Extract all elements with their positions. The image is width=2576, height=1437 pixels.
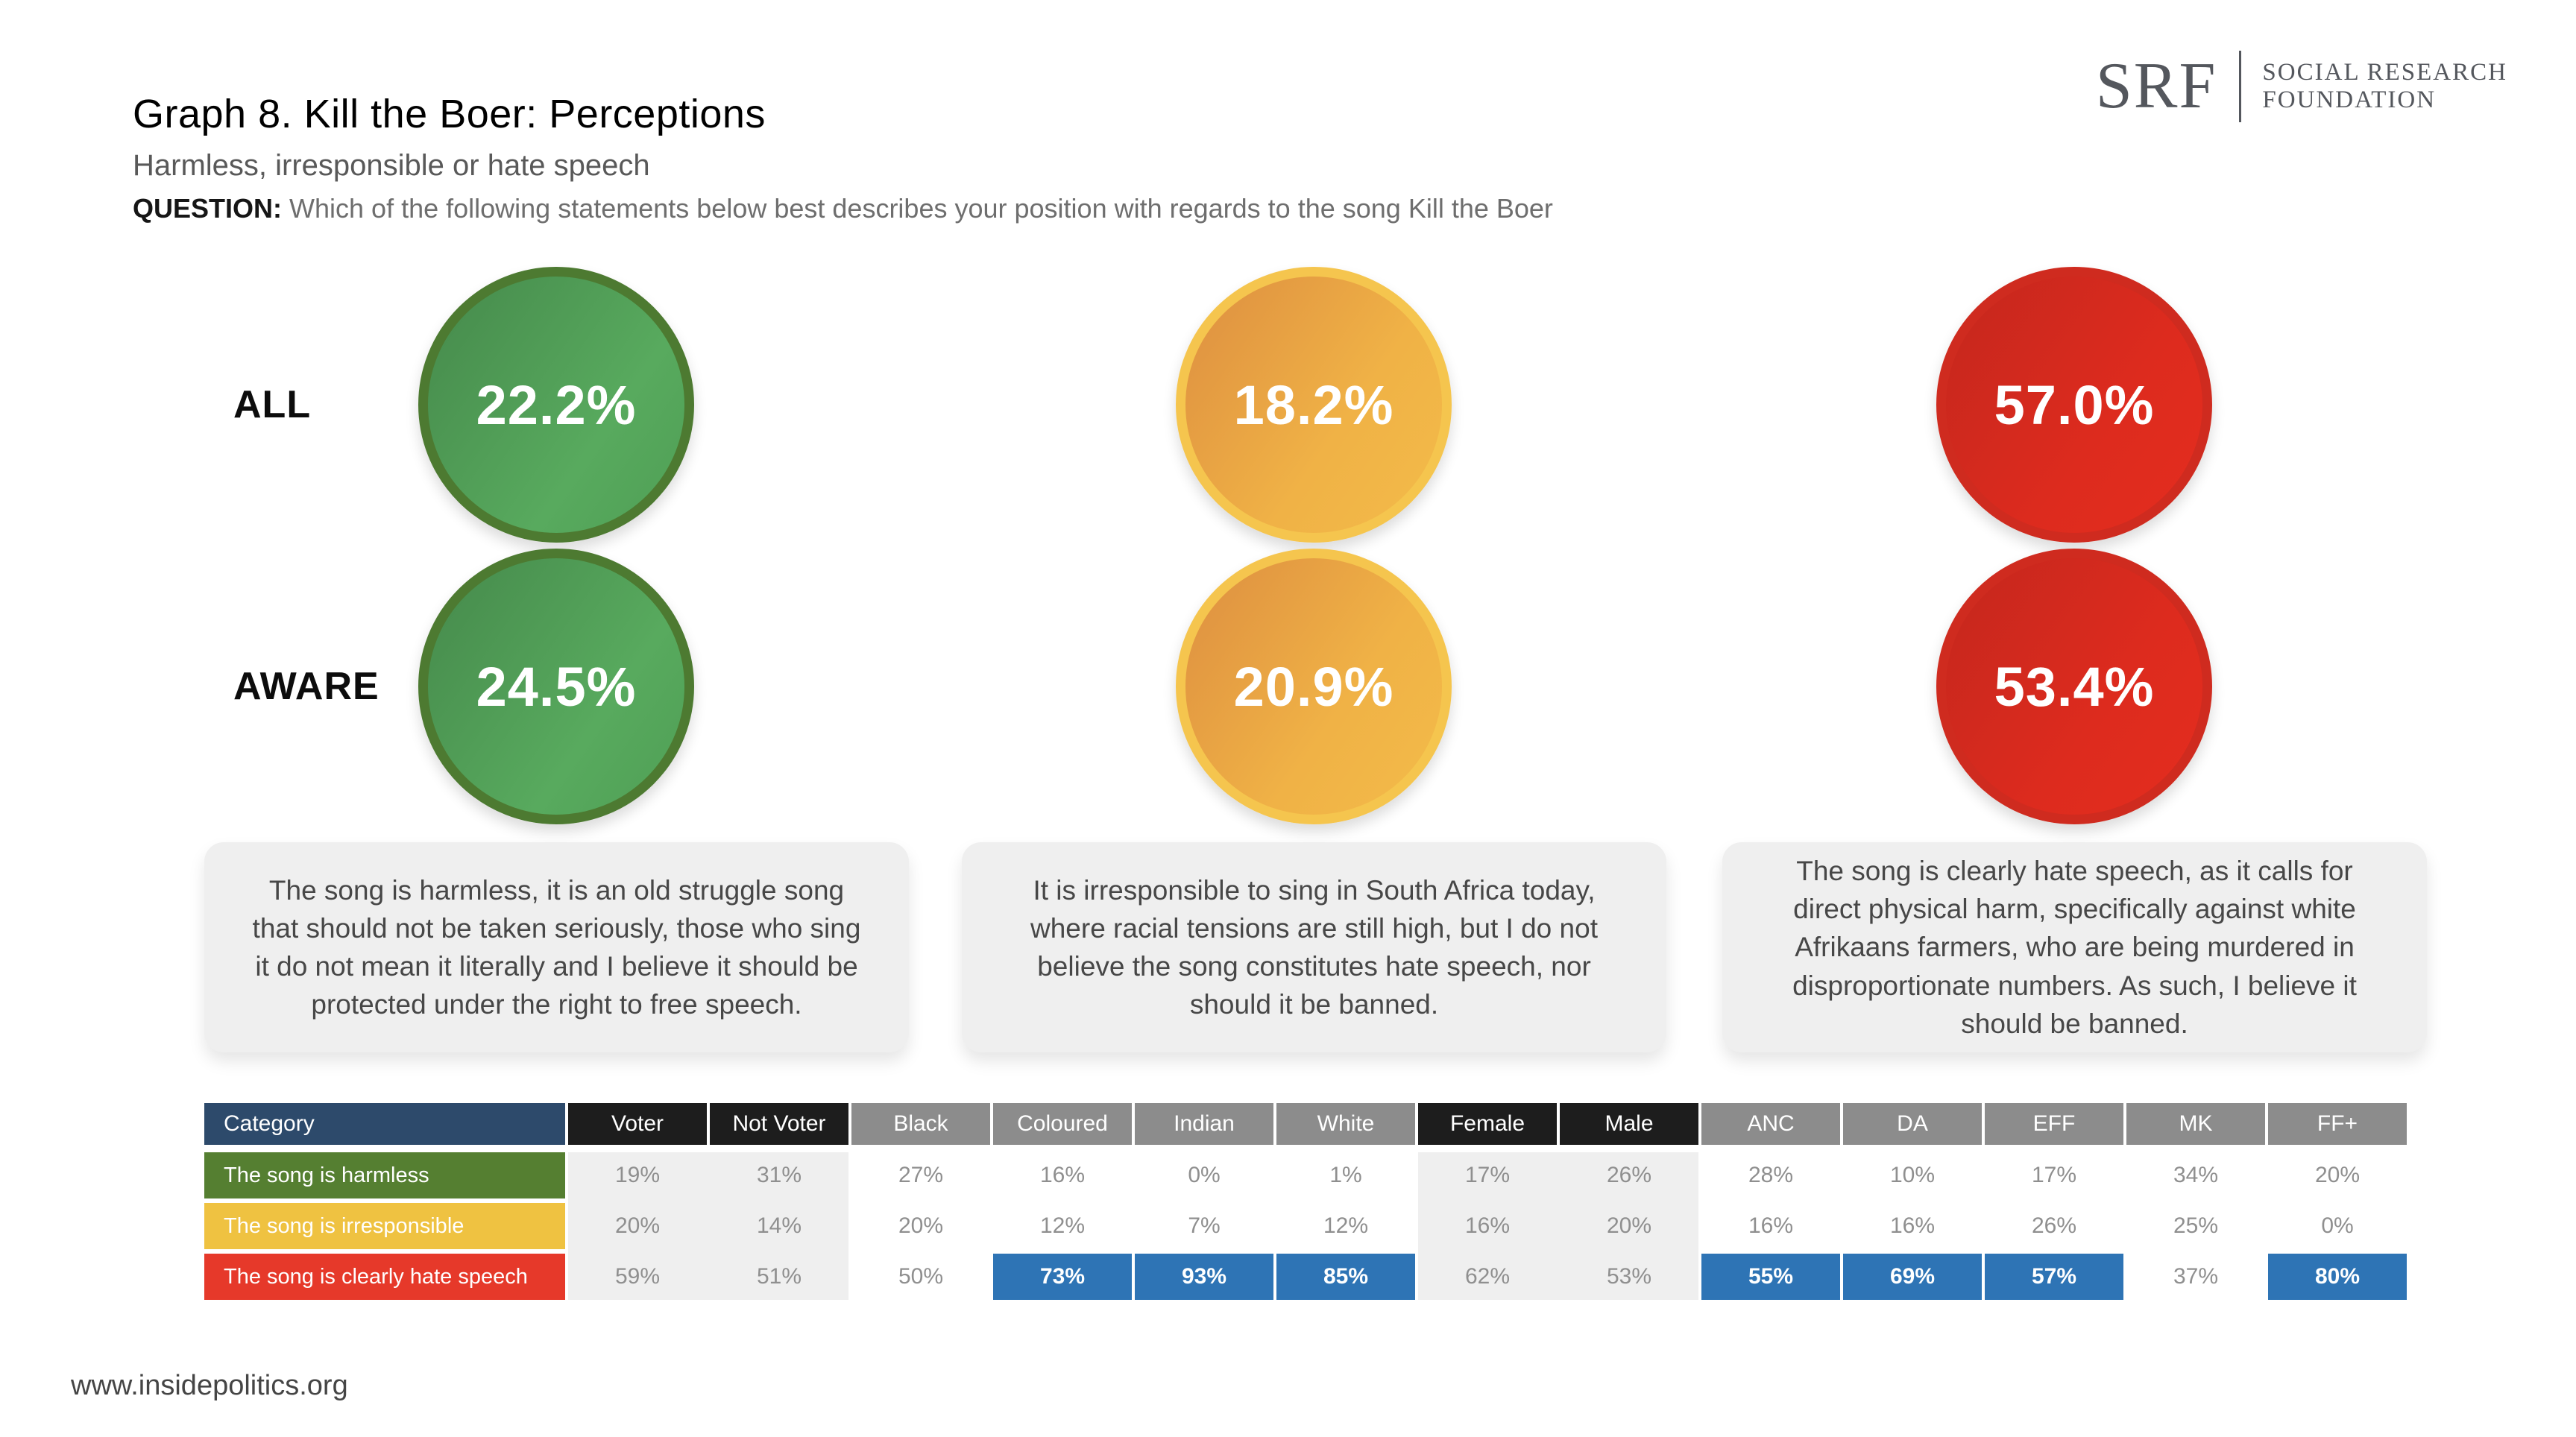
table-cell: 14% bbox=[756, 1213, 802, 1238]
table-row-harmless: The song is harmless 19% 31% 27% 16% 0% … bbox=[204, 1152, 2407, 1198]
table-header-da: DA bbox=[1843, 1103, 1982, 1145]
page-subtitle: Harmless, irresponsible or hate speech bbox=[133, 149, 650, 182]
table-header-ffplus: FF+ bbox=[2268, 1103, 2407, 1145]
statement-box-hate-speech: The song is clearly hate speech, as it c… bbox=[1722, 842, 2427, 1052]
table-cell: 20% bbox=[1606, 1213, 1652, 1238]
website-url: www.insidepolitics.org bbox=[71, 1370, 348, 1401]
table-header-white: White bbox=[1276, 1103, 1415, 1145]
srf-logo: SRF SOCIAL RESEARCH FOUNDATION bbox=[2096, 51, 2507, 122]
table-header-eff: EFF bbox=[1985, 1103, 2123, 1145]
table-header-coloured: Coloured bbox=[993, 1103, 1132, 1145]
srf-logo-divider bbox=[2239, 51, 2242, 122]
table-row-hate-speech: The song is clearly hate speech 59% 51% … bbox=[204, 1254, 2407, 1300]
row-label-aware: AWARE bbox=[233, 665, 380, 708]
table-header-female: Female bbox=[1418, 1103, 1557, 1145]
table-header-mk: MK bbox=[2126, 1103, 2265, 1145]
table-row-label: The song is harmless bbox=[204, 1152, 565, 1198]
table-cell: 51% bbox=[756, 1264, 802, 1289]
table-cell: 26% bbox=[1606, 1163, 1652, 1187]
table-band-voter-columns bbox=[568, 1152, 848, 1300]
bubble-aware-harmless: 24.5% bbox=[418, 549, 694, 824]
survey-question: QUESTION: Which of the following stateme… bbox=[133, 193, 1553, 224]
bubble-value: 18.2% bbox=[1233, 373, 1394, 436]
table-cell: 19% bbox=[614, 1163, 661, 1187]
bubble-all-irresponsible: 18.2% bbox=[1176, 267, 1452, 543]
table-cell: 20% bbox=[2314, 1163, 2361, 1187]
table-cell: 37% bbox=[2173, 1264, 2219, 1289]
table-header-category: Category bbox=[204, 1103, 565, 1145]
row-label-all: ALL bbox=[233, 383, 312, 426]
srf-logo-name-line2: FOUNDATION bbox=[2262, 86, 2437, 113]
srf-logo-name-line1: SOCIAL RESEARCH bbox=[2262, 59, 2507, 86]
table-cell: 50% bbox=[898, 1264, 944, 1289]
table-cell-highlighted: 55% bbox=[1701, 1254, 1840, 1300]
table-cell-highlighted: 69% bbox=[1843, 1254, 1982, 1300]
table-header-not-voter: Not Voter bbox=[710, 1103, 848, 1145]
table-cell: 27% bbox=[898, 1163, 944, 1187]
question-text: Which of the following statements below … bbox=[289, 193, 1553, 224]
statement-box-harmless: The song is harmless, it is an old strug… bbox=[204, 842, 909, 1052]
table-cell: 28% bbox=[1748, 1163, 1794, 1187]
table-cell: 1% bbox=[1329, 1163, 1362, 1187]
table-cell: 20% bbox=[898, 1213, 944, 1238]
table-cell: 17% bbox=[1464, 1163, 1511, 1187]
table-cell: 34% bbox=[2173, 1163, 2219, 1187]
table-cell: 26% bbox=[2031, 1213, 2077, 1238]
table-cell: 16% bbox=[1039, 1163, 1086, 1187]
table-header-black: Black bbox=[851, 1103, 990, 1145]
bubble-aware-hate-speech: 53.4% bbox=[1936, 549, 2212, 824]
table-cell: 17% bbox=[2031, 1163, 2077, 1187]
srf-logo-abbr: SRF bbox=[2095, 50, 2217, 122]
table-cell: 10% bbox=[1889, 1163, 1936, 1187]
table-cell: 31% bbox=[756, 1163, 802, 1187]
table-cell: 0% bbox=[1188, 1163, 1221, 1187]
title-block: Graph 8. Kill the Boer: Perceptions Harm… bbox=[133, 91, 1553, 224]
statement-box-irresponsible: It is irresponsible to sing in South Afr… bbox=[962, 842, 1666, 1052]
table-header-anc: ANC bbox=[1701, 1103, 1840, 1145]
table-cell: 20% bbox=[614, 1213, 661, 1238]
question-label: QUESTION: bbox=[133, 193, 283, 224]
table-cell: 12% bbox=[1039, 1213, 1086, 1238]
table-header-voter: Voter bbox=[568, 1103, 707, 1145]
table-cell: 16% bbox=[1464, 1213, 1511, 1238]
table-row-label: The song is clearly hate speech bbox=[204, 1254, 565, 1300]
bubble-value: 20.9% bbox=[1233, 655, 1394, 718]
table-cell: 25% bbox=[2173, 1213, 2219, 1238]
table-cell: 62% bbox=[1464, 1264, 1511, 1289]
table-cell: 16% bbox=[1748, 1213, 1794, 1238]
table-cell: 16% bbox=[1889, 1213, 1936, 1238]
bubble-all-harmless: 22.2% bbox=[418, 267, 694, 543]
bubble-value: 24.5% bbox=[476, 655, 637, 718]
table-cell-highlighted: 57% bbox=[1985, 1254, 2123, 1300]
table-cell: 53% bbox=[1606, 1264, 1652, 1289]
bubble-value: 53.4% bbox=[1994, 655, 2155, 718]
bubble-aware-irresponsible: 20.9% bbox=[1176, 549, 1452, 824]
table-row-irresponsible: The song is irresponsible 20% 14% 20% 12… bbox=[204, 1203, 2407, 1249]
table-cell: 12% bbox=[1323, 1213, 1369, 1238]
table-cell-highlighted: 80% bbox=[2268, 1254, 2407, 1300]
table-header-male: Male bbox=[1560, 1103, 1698, 1145]
bubble-value: 57.0% bbox=[1994, 373, 2155, 436]
table-cell: 0% bbox=[2321, 1213, 2354, 1238]
table-cell-highlighted: 85% bbox=[1276, 1254, 1415, 1300]
table-cell: 59% bbox=[614, 1264, 661, 1289]
srf-logo-name: SOCIAL RESEARCH FOUNDATION bbox=[2262, 59, 2507, 114]
table-cell-highlighted: 73% bbox=[993, 1254, 1132, 1300]
breakdown-table: Category Voter Not Voter Black Coloured … bbox=[204, 1103, 2407, 1300]
table-cell: 7% bbox=[1188, 1213, 1221, 1238]
bubble-all-hate-speech: 57.0% bbox=[1936, 267, 2212, 543]
table-header-row: Category Voter Not Voter Black Coloured … bbox=[204, 1103, 2407, 1145]
table-cell-highlighted: 93% bbox=[1135, 1254, 1273, 1300]
table-header-indian: Indian bbox=[1135, 1103, 1273, 1145]
table-band-gender-columns bbox=[1418, 1152, 1698, 1300]
page-title: Graph 8. Kill the Boer: Perceptions bbox=[133, 92, 766, 136]
bubble-value: 22.2% bbox=[476, 373, 637, 436]
table-row-label: The song is irresponsible bbox=[204, 1203, 565, 1249]
